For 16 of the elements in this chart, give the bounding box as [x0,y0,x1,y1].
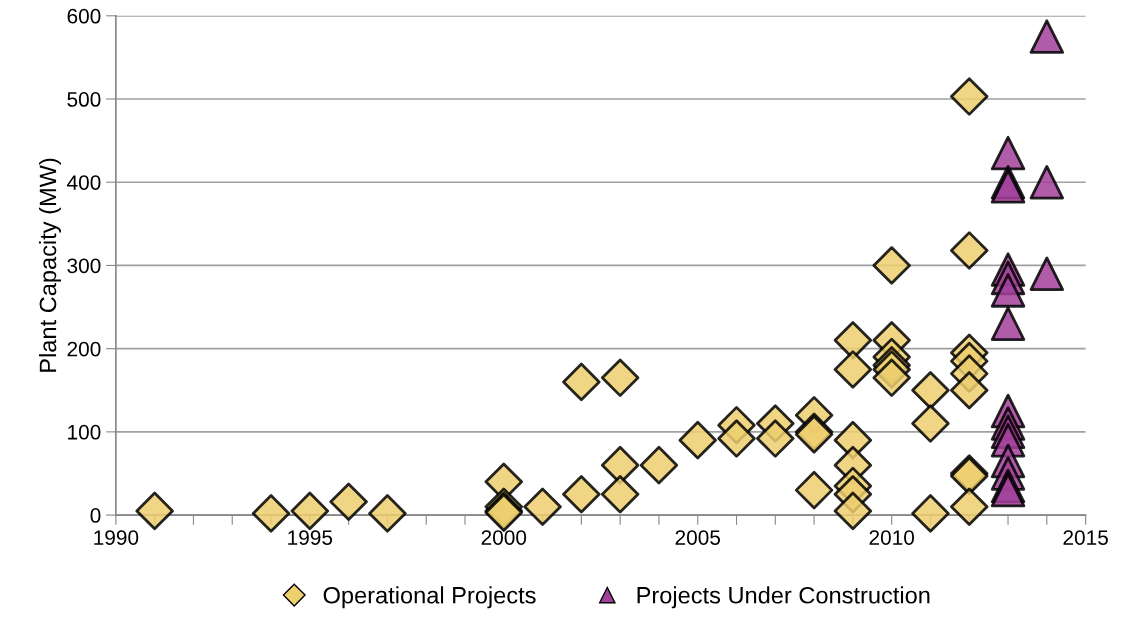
x-tick-label: 2015 [1063,530,1108,545]
y-tick-label: 200 [67,341,101,357]
y-tick-label: 600 [67,8,101,24]
x-tick-label: 2000 [481,530,527,545]
y-tick-label: 0 [90,508,101,523]
y-tick-label: 400 [67,175,101,190]
x-tick-label: 1990 [94,530,139,545]
legend-label: Operational Projects [323,586,536,609]
y-tick-label: 500 [67,92,101,107]
legend-label: Projects Under Construction [637,586,930,609]
x-tick-label: 1995 [288,530,333,545]
y-tick-label: 300 [67,258,101,274]
y-tick-label: 100 [68,424,101,440]
x-tick-label: 2005 [675,530,721,545]
y-axis-title: Plant Capacity (MW) [38,158,61,372]
x-tick-label: 2010 [869,530,915,545]
